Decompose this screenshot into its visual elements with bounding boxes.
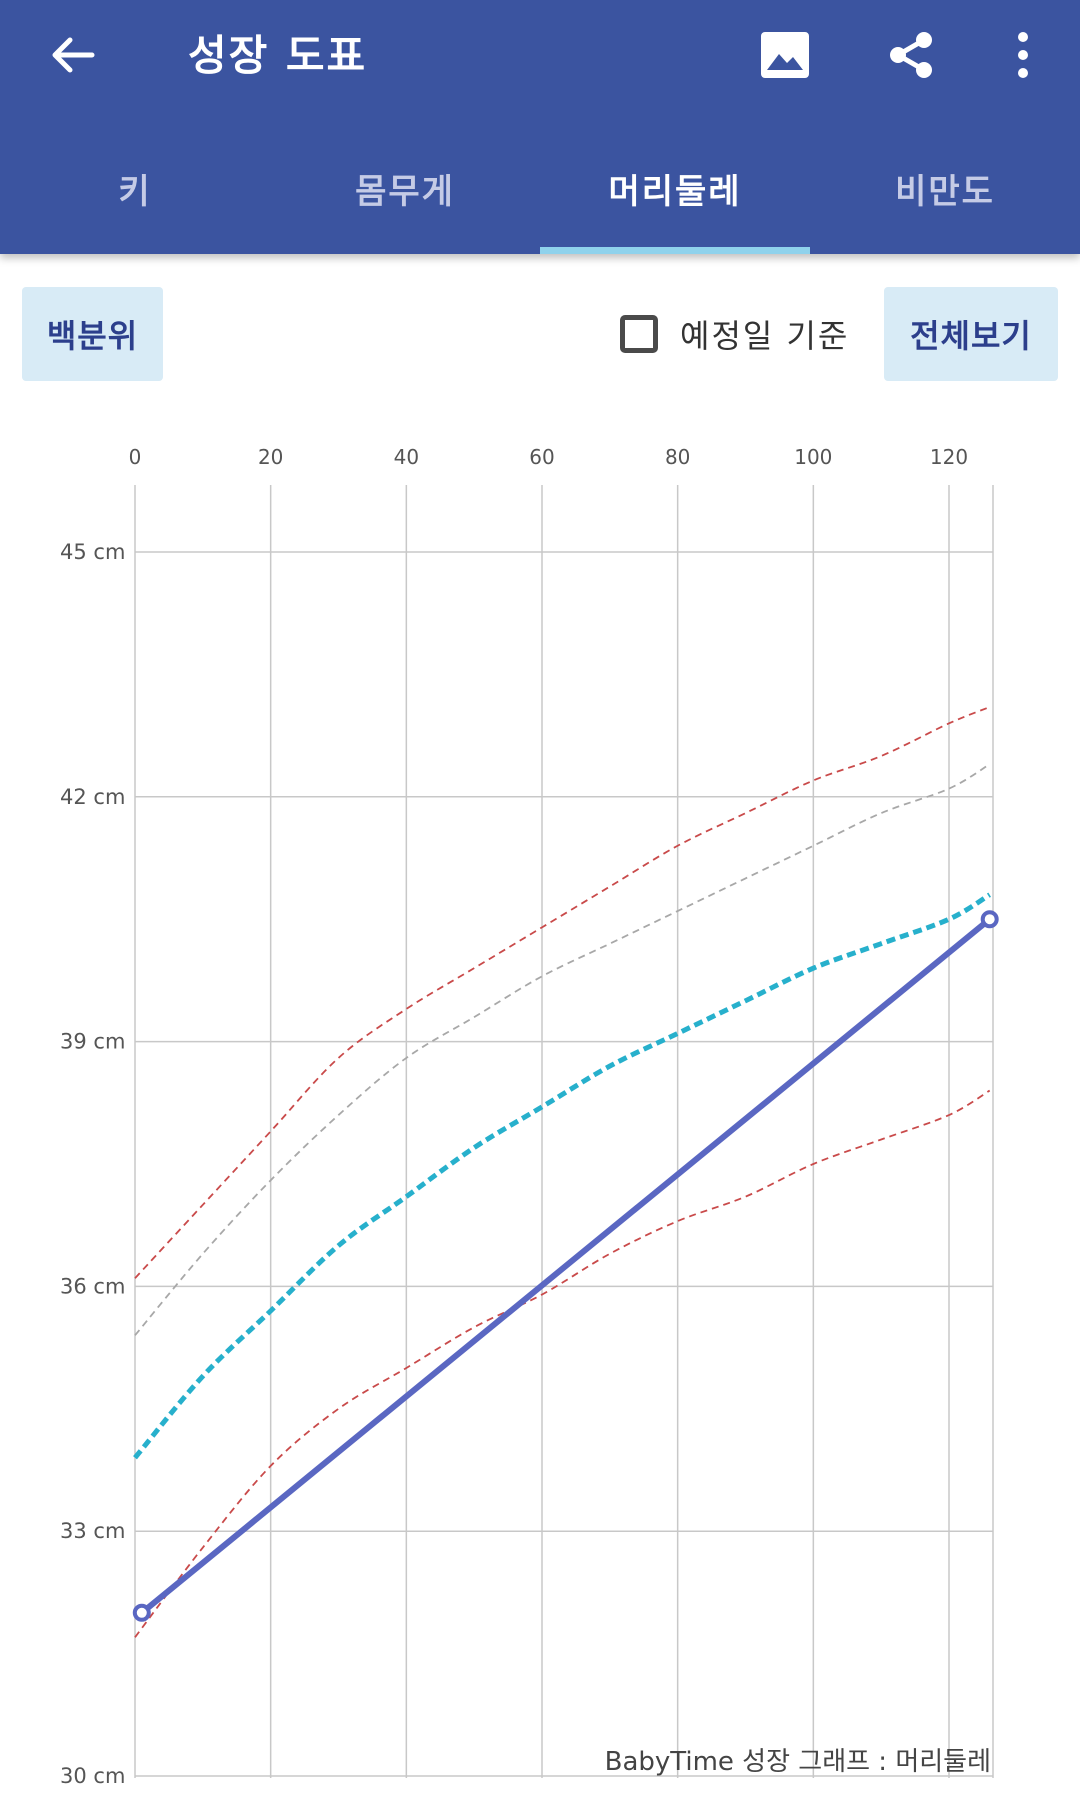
growth-chart: 0 20 40 60 80 100 120 30 cm 33 cm 36 cm 39 cm 42 cm… — [60, 445, 999, 1788]
x-tick-label: 120 — [930, 445, 968, 469]
tab-weight[interactable]: 몸무게 — [270, 140, 540, 254]
app-bar: 성장 도표 키 몸무게 머리둘레 — [0, 0, 1080, 254]
x-tick-label: 20 — [258, 445, 283, 469]
y-tick-label: 42 cm — [60, 785, 125, 809]
x-tick-label: 80 — [665, 445, 690, 469]
back-button[interactable] — [38, 20, 108, 90]
chart-watermark: BabyTime 성장 그래프 : 머리둘레 — [605, 1747, 991, 1777]
x-tick-label: 60 — [529, 445, 554, 469]
due-date-toggle[interactable]: 예정일 기준 — [620, 304, 849, 364]
save-image-button[interactable] — [750, 20, 820, 90]
tab-label: 몸무게 — [355, 172, 455, 212]
tab-bmi[interactable]: 비만도 — [810, 140, 1080, 254]
y-tick-label: 30 cm — [60, 1764, 125, 1788]
series-line-gray — [134, 763, 991, 1336]
arrow-back-icon — [52, 37, 95, 73]
y-tick-label: 36 cm — [60, 1274, 125, 1298]
series-line-median — [133, 892, 992, 1460]
series-line-lower — [134, 1089, 991, 1638]
page-title: 성장 도표 — [188, 31, 368, 80]
tab-indicator — [540, 247, 810, 254]
y-tick-label: 33 cm — [60, 1519, 125, 1543]
share-icon — [890, 32, 932, 78]
tab-label: 키 — [118, 172, 152, 212]
more-vert-icon — [1018, 32, 1028, 78]
tab-label: 비만도 — [895, 172, 995, 212]
x-tick-label: 100 — [794, 445, 832, 469]
tab-label: 머리둘레 — [608, 172, 742, 212]
image-icon — [761, 32, 809, 78]
x-tick-label: 0 — [129, 445, 142, 469]
percentile-button[interactable]: 백분위 — [22, 287, 163, 381]
series-line-upper — [134, 706, 991, 1279]
tab-height[interactable]: 키 — [0, 140, 270, 254]
x-tick-label: 40 — [394, 445, 419, 469]
view-all-button[interactable]: 전체보기 — [884, 287, 1058, 381]
more-button[interactable] — [988, 20, 1058, 90]
series-line-baby — [139, 916, 992, 1616]
y-tick-label: 45 cm — [60, 540, 125, 564]
data-point-marker — [132, 1603, 151, 1622]
due-date-checkbox[interactable] — [620, 315, 658, 353]
tab-head-circumference[interactable]: 머리둘레 — [540, 140, 810, 254]
top-bar: 성장 도표 — [0, 0, 1080, 110]
data-point-marker — [980, 910, 999, 929]
y-tick-label: 39 cm — [60, 1030, 125, 1054]
tab-bar: 키 몸무게 머리둘레 비만도 — [0, 140, 1080, 254]
due-date-label: 예정일 기준 — [680, 317, 850, 355]
share-button[interactable] — [876, 20, 946, 90]
